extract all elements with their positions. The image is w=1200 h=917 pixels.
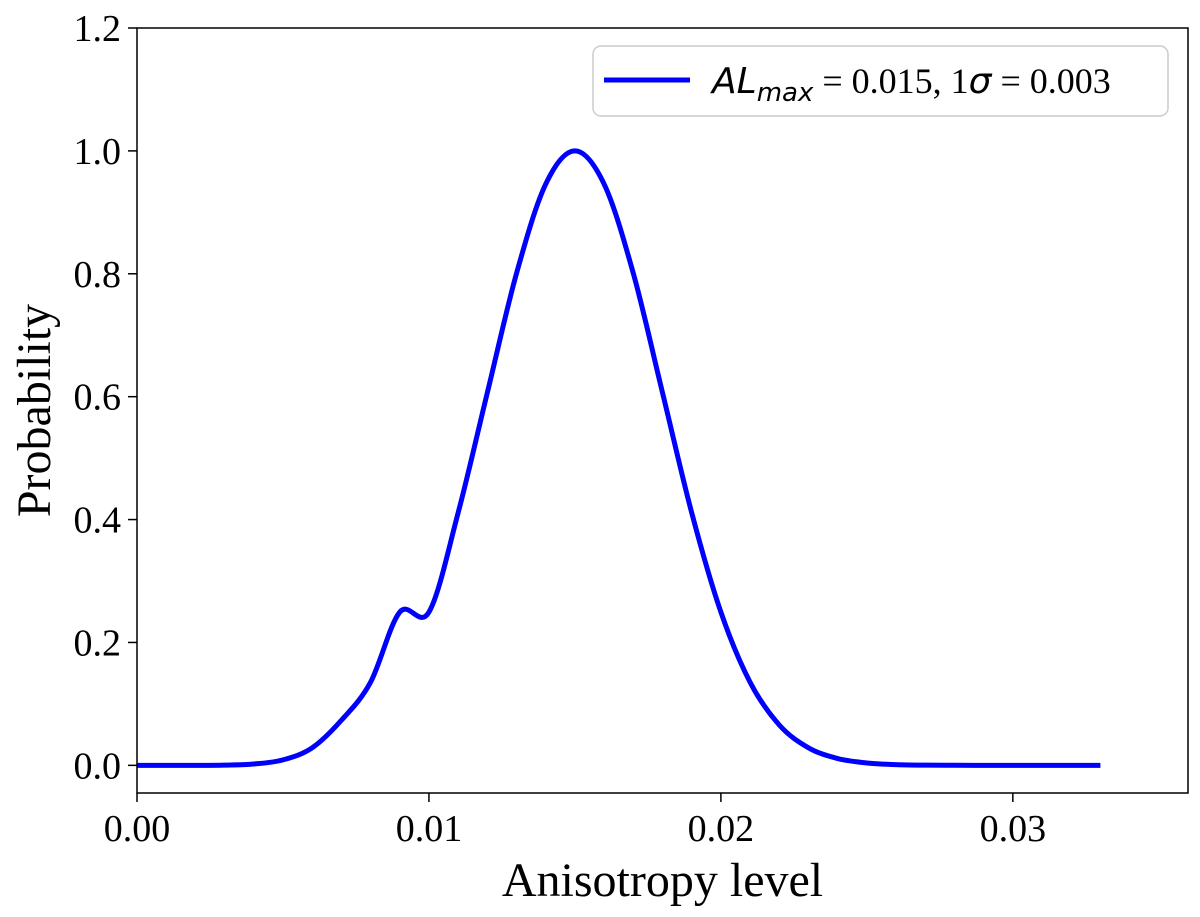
y-tick-label: 1.2 — [74, 8, 122, 50]
y-tick-label: 0.2 — [74, 622, 122, 664]
legend-subscript: max — [757, 78, 814, 108]
legend-sigma: σ — [969, 61, 993, 102]
y-tick-label: 0.0 — [74, 745, 122, 787]
y-axis: 0.0 0.2 0.4 0.6 0.8 1.0 1.2 — [74, 8, 137, 787]
y-tick-label: 1.0 — [74, 131, 122, 173]
x-axis-title: Anisotropy level — [502, 854, 823, 907]
x-tick-label: 0.02 — [688, 808, 755, 850]
y-tick-label: 0.8 — [74, 254, 122, 296]
legend-symbol: AL — [710, 61, 757, 102]
plot-frame — [136, 27, 1189, 794]
x-tick-label: 0.03 — [980, 808, 1047, 850]
legend-box — [592, 45, 1169, 117]
series-line — [137, 148, 1101, 768]
legend-mid: = 0.015, 1 — [813, 61, 968, 101]
x-axis: 0.00 0.01 0.02 0.03 — [104, 793, 1046, 850]
x-tick-label: 0.00 — [104, 808, 171, 850]
y-tick-label: 0.6 — [74, 377, 122, 419]
legend-label: ALmax = 0.015, 1σ = 0.003 — [710, 61, 1111, 108]
legend: ALmax = 0.015, 1σ = 0.003 — [592, 45, 1169, 117]
legend-tail: = 0.003 — [991, 61, 1110, 101]
y-axis-title: Probability — [8, 304, 61, 517]
plot-area — [137, 148, 1101, 768]
y-tick-label: 0.4 — [74, 500, 122, 542]
x-tick-label: 0.01 — [396, 808, 463, 850]
